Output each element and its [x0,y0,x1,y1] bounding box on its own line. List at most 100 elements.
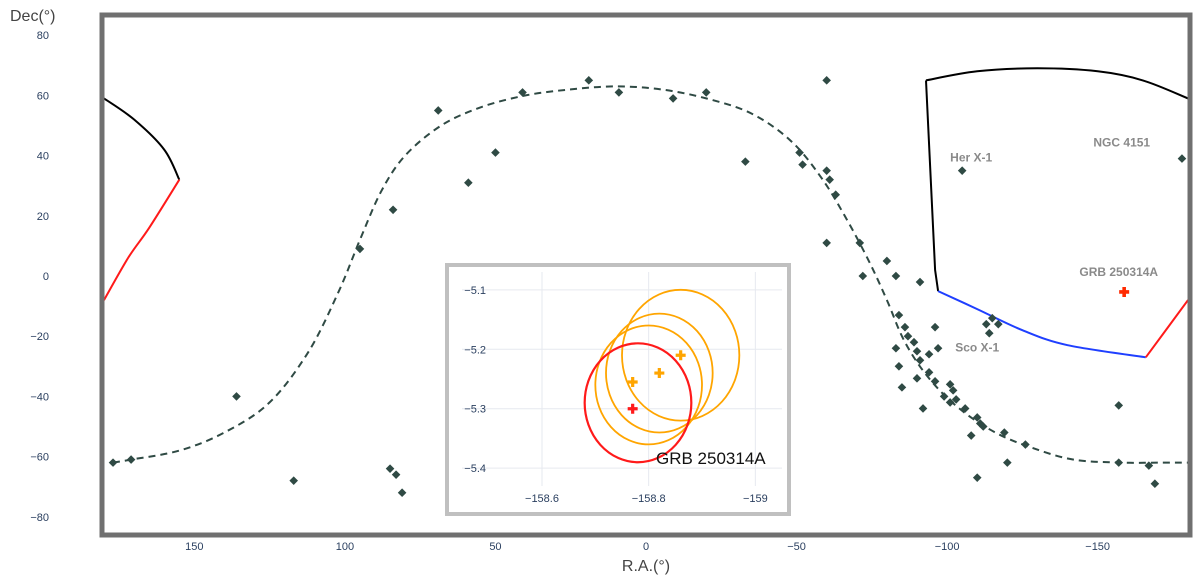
source-point-69 [957,166,967,175]
source-point-7 [388,205,398,215]
x-tick-label-6: −150 [1085,541,1110,553]
y-tick-label-6: −40 [30,391,49,403]
source-point-48 [948,386,958,395]
y-tick-label-5: −20 [30,331,49,343]
x-tick-label-2: 50 [489,541,501,553]
x-tick-label-1: 100 [336,541,354,553]
source-point-52 [966,431,976,440]
source-point-57 [981,319,991,329]
source-label-2: Sco X-1 [955,340,999,354]
inset-x-tick-label-1: −158.8 [632,493,666,505]
x-axis-title: R.A.(°) [622,558,670,575]
y-tick-label-1: 60 [37,90,49,102]
inset-frame [445,263,791,516]
source-point-62 [1021,440,1030,449]
source-point-61 [1003,458,1012,467]
y-tick-label-7: −60 [30,452,49,464]
source-point-19 [798,160,807,169]
source-point-6 [391,470,401,479]
source-label-0: Her X-1 [950,151,992,165]
source-point-56 [987,313,997,323]
grb-marker [1119,286,1130,297]
y-tick-label-2: 40 [37,151,49,163]
source-point-27 [882,256,892,266]
inset-x-tick-label-2: −159 [743,493,768,505]
source-point-12 [518,88,527,97]
source-point-5 [385,464,395,473]
source-point-37 [930,322,940,332]
source-point-13 [584,76,594,85]
y-tick-label-4: 0 [43,271,49,283]
x-tick-label-3: 0 [643,541,649,553]
source-point-38 [924,349,934,359]
inset-error-circle-2 [594,324,703,446]
source-point-28 [891,271,901,281]
source-point-20 [822,76,831,85]
inset-x-tick-label-0: −158.6 [525,493,559,505]
source-point-53 [972,413,982,422]
source-point-3 [289,476,298,485]
source-point-51 [960,404,970,413]
main-plot-frame [99,12,1193,538]
source-point-65 [1114,458,1124,467]
inset-y-tick-label-1: −5.2 [464,344,486,356]
source-point-68 [1177,154,1187,163]
source-point-23 [831,190,840,200]
source-point-30 [894,310,904,320]
source-point-47 [945,380,955,389]
source-point-64 [1114,401,1124,410]
source-point-24 [822,238,831,248]
source-point-14 [614,88,624,97]
source-point-39 [933,343,943,353]
source-point-1 [126,455,136,464]
source-point-50 [945,398,955,407]
fov-blue-edge-0 [937,290,1146,359]
y-axis-title: Dec(°) [10,8,56,25]
inset-error-circle-1 [621,288,741,422]
x-tick-label-5: −100 [935,541,960,553]
inset-y-tick-label-0: −5.1 [464,285,486,297]
main-plot: Her X-1 NGC 4151 Sco X-1 GRB 250314A [104,67,1188,498]
source-point-42 [924,368,934,377]
source-point-15 [668,94,678,103]
source-point-66 [1144,461,1154,470]
galactic-plane-line [112,85,1188,464]
inset-plot-area [583,288,741,464]
source-point-26 [858,271,868,281]
source-point-21 [822,166,831,175]
source-point-16 [701,88,711,97]
x-tick-label-0: 150 [185,541,203,553]
source-point-29 [915,277,925,287]
source-label-3: GRB 250314A [1079,265,1158,279]
source-point-58 [984,328,994,338]
fov-black-side-0 [925,80,940,292]
source-point-9 [433,106,443,115]
source-point-32 [903,331,913,341]
source-point-11 [491,148,500,157]
source-point-17 [741,157,750,166]
source-point-49 [951,395,961,404]
inset-title: GRB 250314A [656,449,766,468]
source-point-33 [891,343,901,353]
inset-y-tick-label-2: −5.3 [464,404,486,416]
y-tick-label-8: −80 [30,512,49,524]
source-point-55 [978,422,988,431]
fov-red-edge-0 [1144,299,1188,358]
source-point-63 [972,473,982,482]
inset-error-circle-3 [583,342,693,464]
source-point-34 [909,337,919,347]
source-point-60 [1000,428,1009,437]
y-tick-label-0: 80 [37,30,49,42]
inset-plot: −5.1 −5.2 −5.3 −5.4 −158.6 −158.8 −159 GRB 2503… [445,263,791,516]
fov-black-edge-1 [104,97,181,181]
plot-area: Her X-1 NGC 4151 Sco X-1 GRB 250314A [104,67,1188,498]
inset-marker-3 [627,403,638,414]
source-point-45 [918,404,928,413]
source-point-43 [897,383,907,392]
source-point-40 [894,362,904,371]
source-point-10 [464,178,473,187]
inset-y-tick-label-3: −5.4 [464,463,486,475]
source-point-25 [855,238,865,248]
